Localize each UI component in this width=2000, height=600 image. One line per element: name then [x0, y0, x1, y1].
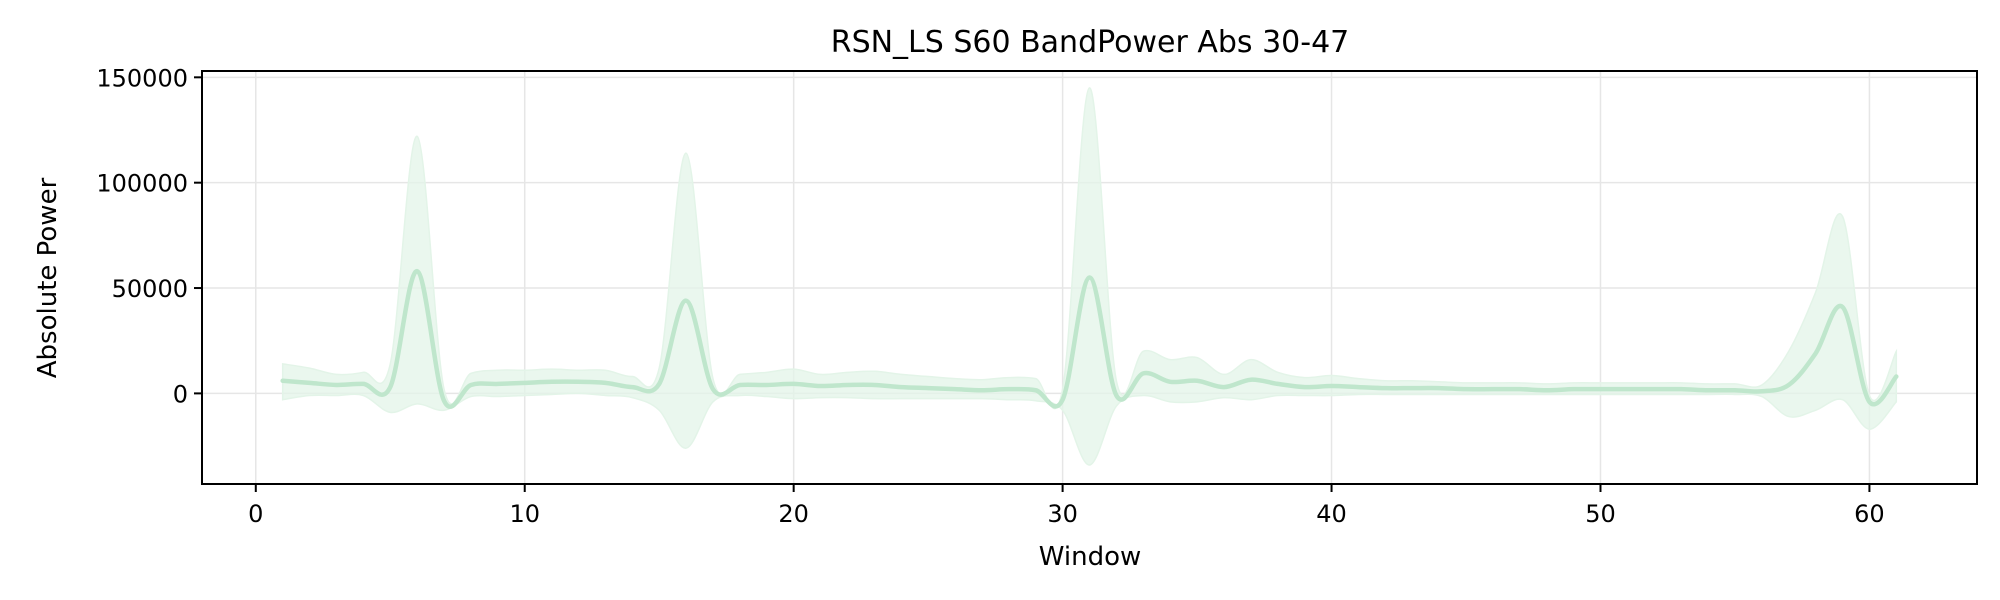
y-tick-label: 150000 — [96, 64, 188, 92]
y-tick-label: 100000 — [96, 170, 188, 198]
y-axis: 0 50000 100000 150000 — [96, 64, 202, 408]
chart-title: RSN_LS S60 BandPower Abs 30-47 — [831, 25, 1350, 60]
y-tick-label: 0 — [173, 380, 188, 408]
x-tick-label: 20 — [778, 500, 809, 528]
x-axis-label: Window — [1039, 542, 1142, 572]
x-tick-label: 50 — [1585, 500, 1616, 528]
y-tick-label: 50000 — [112, 275, 188, 303]
y-axis-label: Absolute Power — [33, 177, 63, 378]
x-tick-label: 30 — [1047, 500, 1078, 528]
x-tick-label: 60 — [1854, 500, 1885, 528]
x-tick-label: 10 — [509, 500, 540, 528]
plot-frame — [201, 70, 1978, 485]
x-tick-label: 40 — [1316, 500, 1347, 528]
x-tick-label: 0 — [248, 500, 263, 528]
series-line — [280, 268, 1899, 409]
x-axis: 0 10 20 30 40 50 60 — [248, 484, 1885, 528]
